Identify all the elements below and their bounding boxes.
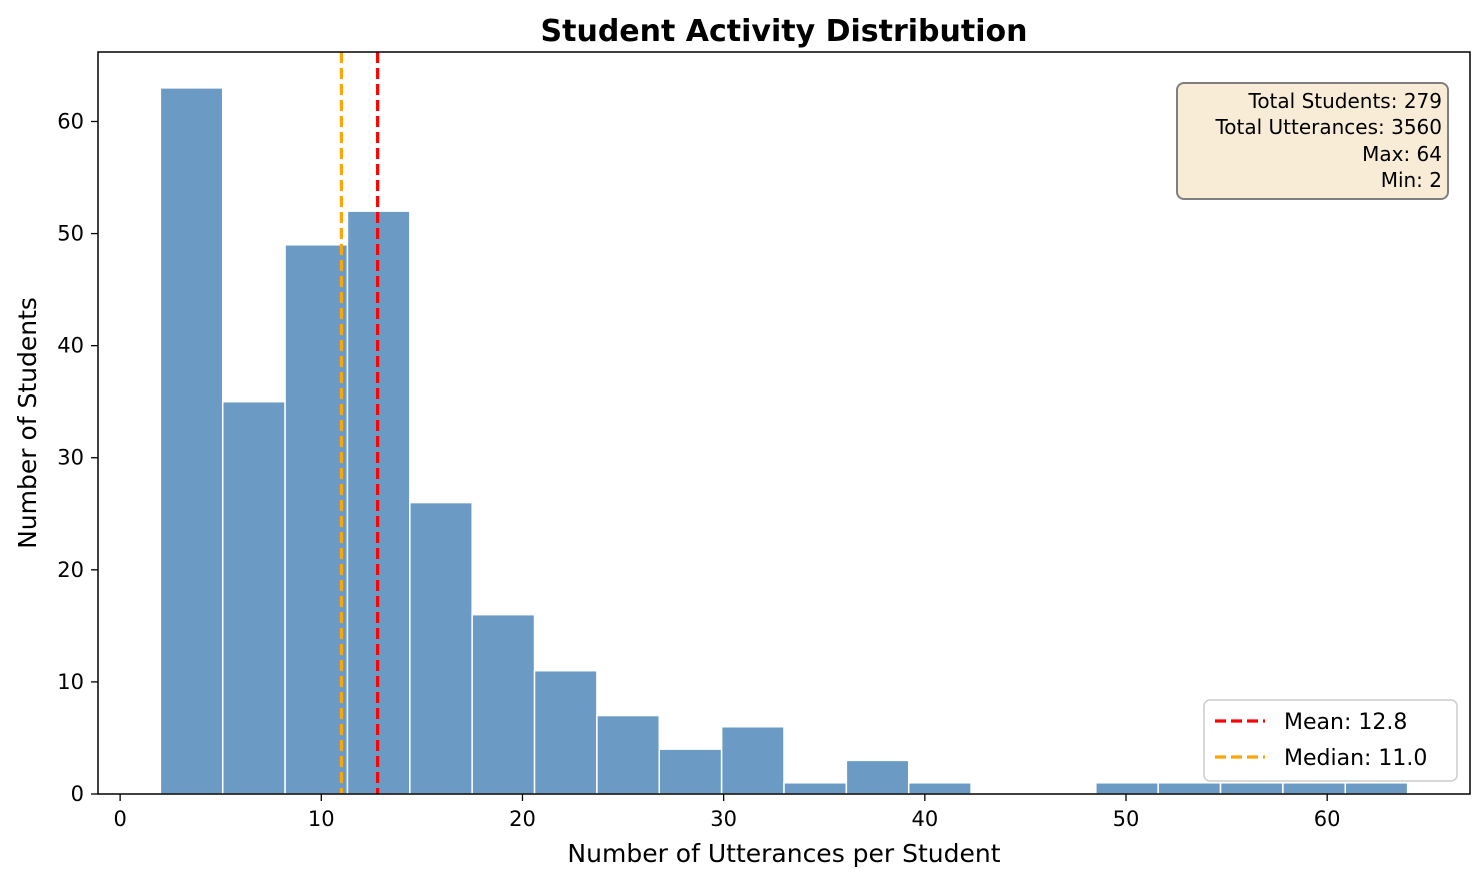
plot-frame (97, 51, 1471, 795)
histogram-bar-12 (907, 782, 972, 795)
histogram-bar-0 (159, 87, 224, 795)
y-tick-label: 30 (57, 446, 84, 470)
x-tick-label: 50 (1113, 807, 1140, 831)
stats-box: Total Students: 279 Total Utterances: 35… (1176, 82, 1449, 200)
y-tick-label: 40 (57, 334, 84, 358)
histogram-bar-19 (1344, 782, 1409, 795)
stats-box-background (1176, 82, 1449, 200)
y-tick-label: 50 (57, 222, 84, 246)
histogram-bar-1 (221, 400, 286, 795)
y-tick-label: 60 (57, 109, 84, 133)
histogram-bar-5 (471, 613, 536, 795)
histogram-bar-16 (1157, 782, 1222, 795)
x-tick-label: 60 (1314, 807, 1341, 831)
histogram-bar-2 (284, 244, 349, 795)
x-axis-ticks: 0 10 20 30 40 50 60 (113, 794, 1341, 831)
x-axis-title: Number of Utterances per Student (567, 839, 1000, 868)
histogram-bar-4 (409, 501, 473, 795)
histogram-bar-11 (845, 759, 910, 795)
x-tick-label: 40 (911, 807, 938, 831)
histogram-bar-8 (658, 748, 723, 795)
y-axis-title: Number of Students (13, 297, 42, 549)
x-tick-label: 0 (113, 807, 126, 831)
stats-total-students: Total Students: 279 (1248, 89, 1443, 113)
reference-lines-group (339, 52, 380, 794)
chart-title: Student Activity Distribution (541, 14, 1028, 49)
histogram-bar-18 (1282, 782, 1347, 795)
legend-mean-label: Mean: 12.8 (1284, 710, 1407, 735)
stats-max: Max: 64 (1362, 142, 1442, 166)
histogram-bar-10 (783, 782, 848, 795)
y-axis-ticks: 0 10 20 30 40 50 60 (57, 109, 98, 806)
histogram-bar-9 (720, 725, 785, 795)
y-tick-label: 0 (71, 782, 84, 806)
y-tick-label: 20 (57, 558, 84, 582)
legend-box (1203, 699, 1458, 782)
histogram-bar-6 (533, 669, 598, 795)
x-tick-label: 10 (308, 807, 335, 831)
x-tick-label: 30 (710, 807, 737, 831)
legend-median-label: Median: 11.0 (1284, 746, 1427, 771)
histogram-bar-7 (596, 714, 661, 795)
legend: Mean: 12.8 Median: 11.0 (1203, 699, 1458, 782)
x-tick-label: 20 (509, 807, 536, 831)
y-tick-label: 10 (57, 670, 84, 694)
stats-total-utterances: Total Utterances: 3560 (1214, 115, 1442, 139)
histogram-bar-17 (1219, 782, 1284, 795)
histogram-bar-15 (1095, 782, 1159, 795)
stats-min: Min: 2 (1381, 168, 1442, 192)
